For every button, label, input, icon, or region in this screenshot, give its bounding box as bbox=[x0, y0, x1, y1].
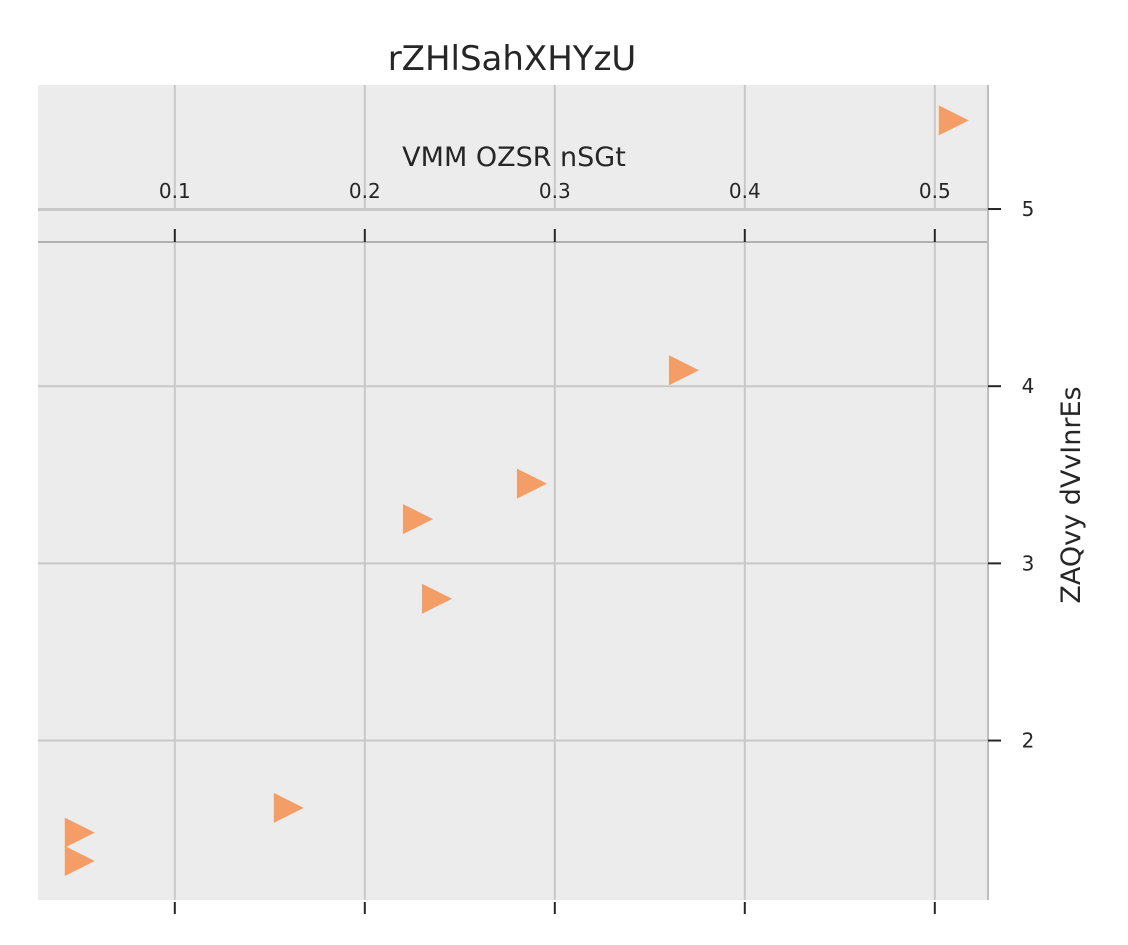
x-axis-band bbox=[38, 210, 988, 242]
y-tick-label: 4 bbox=[1022, 374, 1035, 398]
y-tick-label: 3 bbox=[1022, 551, 1035, 575]
tick-layer: 0.1 0.2 0.3 0.4 0.5 2 3 4 5 bbox=[159, 179, 1034, 914]
chart-title: rZHlSahXHYzU bbox=[388, 39, 637, 79]
data-point bbox=[422, 583, 452, 614]
data-point bbox=[273, 792, 304, 823]
axis-layer bbox=[38, 85, 989, 900]
x-tick-label: 0.1 bbox=[159, 179, 191, 203]
y-tick-label: 2 bbox=[1022, 729, 1035, 753]
data-point bbox=[938, 105, 969, 136]
x-tick-label: 0.4 bbox=[729, 179, 761, 203]
x-tick-label: 0.2 bbox=[349, 179, 381, 203]
data-point bbox=[517, 468, 547, 499]
data-point bbox=[669, 355, 699, 386]
plot-background bbox=[38, 85, 988, 900]
x-axis-label: VMM OZSR nSGt bbox=[402, 142, 626, 173]
x-tick-label: 0.3 bbox=[539, 179, 571, 203]
x-tick-label: 0.5 bbox=[919, 179, 951, 203]
y-axis-label: ZAQvy dVvInrEs bbox=[1056, 386, 1087, 603]
point-layer bbox=[64, 105, 969, 877]
data-point bbox=[64, 817, 95, 848]
data-point bbox=[403, 504, 433, 535]
y-tick-label: 5 bbox=[1022, 197, 1035, 221]
data-point bbox=[64, 846, 95, 877]
